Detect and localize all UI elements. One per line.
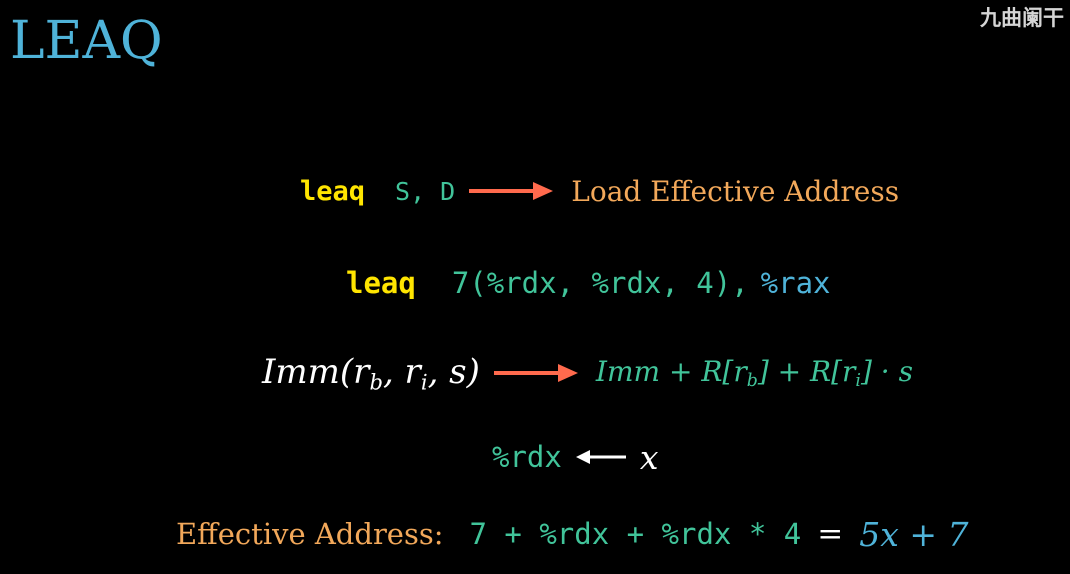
variable-x: x bbox=[639, 437, 659, 477]
instruction-syntax-row: leaq S, D Load Effective Address bbox=[300, 170, 899, 212]
load-effective-address-label: Load Effective Address bbox=[571, 174, 900, 208]
memory-operand-form: Imm(rb, ri, s) bbox=[262, 351, 480, 395]
effective-address-formula: Imm + R[rb] + R[ri] · s bbox=[595, 354, 913, 392]
right-arrow-icon bbox=[493, 362, 578, 384]
destination-operand: %rax bbox=[760, 266, 831, 300]
addressing-formula-row: Imm(rb, ri, s) Imm + R[rb] + R[ri] · s bbox=[262, 350, 913, 396]
example-instruction-row: leaq 7(%rdx, %rdx, 4), %rax bbox=[346, 262, 831, 304]
register-assignment-row: %rdx x bbox=[492, 436, 658, 478]
address-expression: 7 + %rdx + %rdx * 4 bbox=[469, 517, 802, 551]
operands-s-d: S, D bbox=[395, 176, 456, 206]
watermark: 九曲阑干 bbox=[980, 6, 1064, 30]
slide-title: LEAQ bbox=[10, 11, 163, 71]
leaq-keyword: leaq bbox=[300, 175, 366, 207]
result-expression: 5x + 7 bbox=[859, 514, 969, 554]
rdx-register: %rdx bbox=[492, 440, 562, 474]
source-operand: 7(%rdx, %rdx, 4), bbox=[451, 266, 749, 300]
effective-address-result-row: Effective Address: 7 + %rdx + %rdx * 4 =… bbox=[176, 512, 968, 556]
right-arrow-icon bbox=[469, 180, 554, 202]
leaq-keyword: leaq bbox=[346, 266, 416, 300]
left-arrow-icon bbox=[575, 448, 626, 466]
effective-address-label: Effective Address: bbox=[176, 517, 444, 551]
equals-sign: = bbox=[817, 516, 844, 552]
